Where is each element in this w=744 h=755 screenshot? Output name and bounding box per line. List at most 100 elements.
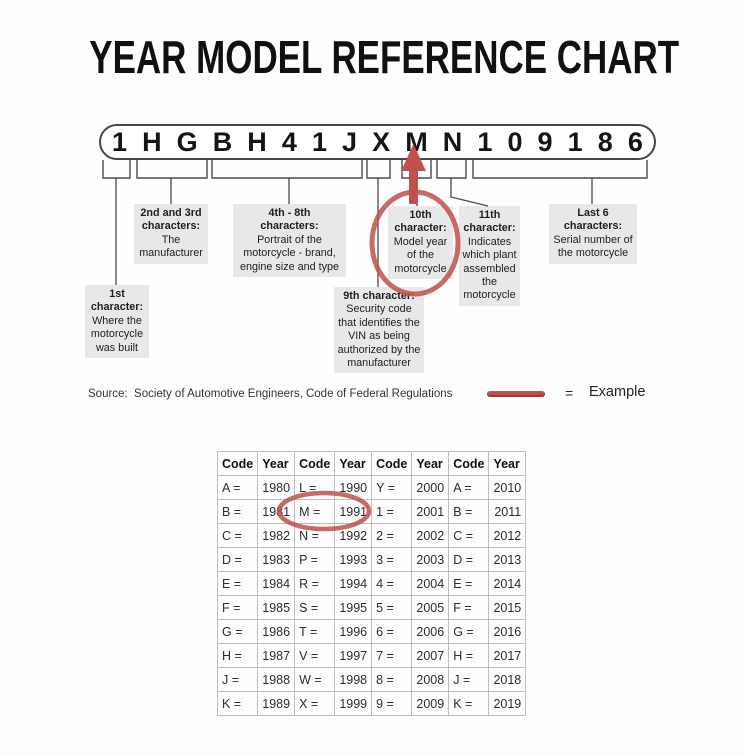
code-cell: D = — [216, 547, 259, 572]
year-code-table: Code Year Code Year Code Year Code Year A = 1980… — [216, 451, 527, 716]
table-header-cell: Year — [334, 451, 373, 476]
year-cell: 1986 — [257, 619, 296, 644]
table-row: A = 1980 L = 1990 Y = 2000 A = 2010 — [216, 475, 527, 500]
table-row: C = 1982 N = 1992 2 = 2002 C = 2012 — [216, 523, 527, 548]
code-cell: P = — [294, 547, 336, 572]
callout-head: Last 6 characters: — [563, 207, 623, 233]
bracket-2nd-3rd — [136, 160, 208, 179]
code-cell: C = — [216, 523, 259, 548]
callout-4th-8th-characters: 4th - 8th characters: Portrait of the mo… — [233, 204, 346, 278]
year-cell: 1997 — [334, 643, 373, 668]
year-cell: 2019 — [488, 691, 527, 716]
year-cell: 2010 — [488, 475, 527, 500]
code-cell: B = — [216, 499, 259, 524]
callout-head: 10th character: — [394, 209, 447, 235]
callout-head: 4th - 8th characters: — [260, 207, 319, 233]
callout-9th-character: 9th character: Security code that identi… — [334, 287, 424, 374]
vin-character: 9 — [537, 127, 553, 157]
callout-body: The manufacturer — [139, 233, 203, 260]
bracket-10th — [401, 160, 432, 179]
code-cell: T = — [294, 619, 336, 644]
bracket-last-6 — [472, 160, 648, 179]
code-cell: W = — [294, 667, 336, 692]
table-row: F = 1985 S = 1995 5 = 2005 F = 2015 — [216, 595, 527, 620]
year-cell: 2003 — [411, 547, 450, 572]
callout-body: Serial number of the motorcycle — [553, 233, 633, 260]
code-cell: 2 = — [371, 523, 413, 548]
vin-character: B — [212, 127, 233, 157]
table-row: D = 1983 P = 1993 3 = 2003 D = 2013 — [216, 547, 527, 572]
table-row: K = 1989 X = 1999 9 = 2009 K = 2019 — [216, 691, 527, 716]
bracket-11th — [436, 160, 467, 179]
year-cell: 2000 — [411, 475, 450, 500]
year-cell: 2015 — [488, 595, 527, 620]
year-cell: 2013 — [488, 547, 527, 572]
callout-last-6-characters: Last 6 characters: Serial number of the … — [549, 204, 637, 264]
vin-character: G — [176, 127, 198, 157]
year-cell: 2017 — [488, 643, 527, 668]
callout-11th-character: 11th character: Indicates which plant as… — [459, 206, 520, 306]
vin-character: X — [372, 127, 391, 157]
year-cell: 2009 — [411, 691, 450, 716]
vin-character: 1 — [567, 127, 583, 157]
year-cell: 1990 — [334, 475, 373, 500]
year-cell: 2014 — [488, 571, 527, 596]
character-group-brackets — [102, 160, 648, 179]
vin-character: 8 — [597, 127, 613, 157]
callout-head: 11th character: — [463, 209, 516, 235]
code-cell: A = — [448, 475, 490, 500]
year-cell: 2004 — [411, 571, 450, 596]
table-header-cell: Code — [448, 451, 490, 476]
year-cell: 1999 — [334, 691, 373, 716]
code-cell: A = — [216, 475, 259, 500]
code-cell: F = — [216, 595, 259, 620]
code-cell: G = — [216, 619, 259, 644]
code-cell: 5 = — [371, 595, 413, 620]
callout-head: 1st character: — [90, 288, 144, 314]
callout-body: Portrait of the motorcycle - brand, engi… — [239, 233, 340, 273]
year-cell: 1995 — [334, 595, 373, 620]
year-cell: 1994 — [334, 571, 373, 596]
table-row: B = 1981 M = 1991 1 = 2001 B = 2011 — [216, 499, 527, 524]
table-body: A = 1980 L = 1990 Y = 2000 A = 2010 B = 1981 M = 19… — [216, 475, 527, 716]
legend-equals: = — [565, 385, 574, 401]
vin-character: 0 — [507, 127, 523, 157]
code-cell: J = — [216, 667, 259, 692]
vin-character: H — [142, 127, 162, 157]
vin-character: 1 — [112, 127, 128, 157]
legend-example-label: Example — [589, 384, 646, 400]
code-cell: E = — [448, 571, 490, 596]
code-cell: F = — [448, 595, 490, 620]
code-cell: X = — [294, 691, 336, 716]
code-cell: H = — [448, 643, 490, 668]
table-row: E = 1984 R = 1994 4 = 2004 E = 2014 — [216, 571, 527, 596]
vin-character: 6 — [627, 127, 643, 157]
source-row: Source: Society of Automotive Engineers,… — [0, 384, 744, 406]
table-row: H = 1987 V = 1997 7 = 2007 H = 2017 — [216, 643, 527, 668]
callout-body: Security code that identifies the VIN as… — [337, 303, 421, 370]
code-cell: B = — [448, 499, 490, 524]
year-cell: 2001 — [411, 499, 450, 524]
example-line-icon — [487, 391, 545, 397]
code-cell: S = — [294, 595, 336, 620]
callout-10th-character: 10th character: Model year of the motorc… — [388, 206, 453, 280]
year-cell: 1993 — [334, 547, 373, 572]
code-cell: 6 = — [371, 619, 413, 644]
code-cell: G = — [448, 619, 490, 644]
code-cell: 8 = — [371, 667, 413, 692]
code-cell: Y = — [371, 475, 413, 500]
page-title: YEAR MODEL REFERENCE CHART — [89, 31, 680, 83]
year-cell: 1987 — [257, 643, 296, 668]
code-cell: K = — [448, 691, 490, 716]
code-cell: V = — [294, 643, 336, 668]
code-cell: E = — [216, 571, 259, 596]
callout-body: Model year of the motorcycle — [393, 235, 448, 275]
vin-character: 1 — [311, 127, 327, 157]
bracket-4th-8th — [211, 160, 363, 179]
table-header-cell: Year — [411, 451, 450, 476]
bracket-9th — [366, 160, 391, 179]
year-cell: 2012 — [488, 523, 527, 548]
year-cell: 1998 — [334, 667, 373, 692]
year-cell: 1981 — [257, 499, 296, 524]
vin-character: 4 — [281, 127, 297, 157]
